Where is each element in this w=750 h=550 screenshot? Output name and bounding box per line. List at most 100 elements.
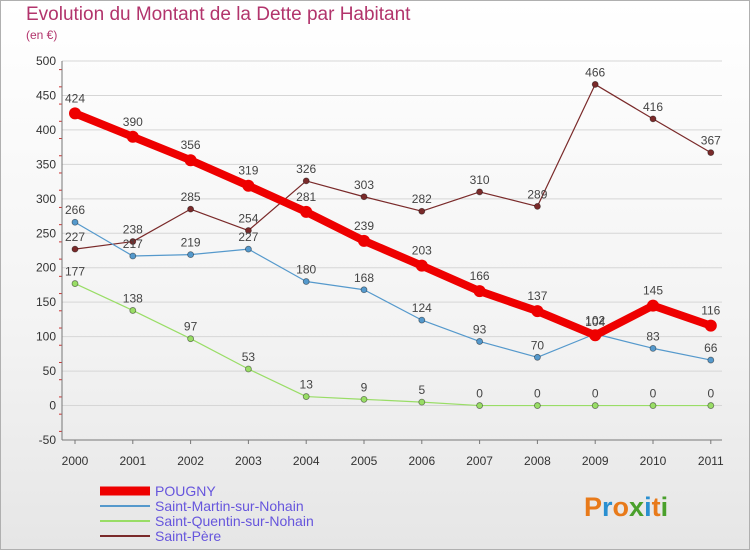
series-line xyxy=(71,109,715,340)
data-label: 282 xyxy=(412,192,432,206)
x-tick-label: 2010 xyxy=(640,454,667,468)
data-label: 53 xyxy=(242,350,256,364)
data-point xyxy=(418,398,426,406)
chart-subtitle: (en €) xyxy=(26,28,58,42)
data-point xyxy=(476,188,484,196)
data-label: 93 xyxy=(473,322,487,336)
x-tick-label: 2007 xyxy=(466,454,493,468)
data-label: 289 xyxy=(527,187,547,201)
x-tick-label: 2005 xyxy=(351,454,378,468)
legend-label: Saint-Martin-sur-Nohain xyxy=(155,498,304,514)
x-tick-label: 2003 xyxy=(235,454,262,468)
data-label: 219 xyxy=(181,236,201,250)
data-label: 416 xyxy=(643,100,663,114)
data-point xyxy=(184,154,197,167)
data-label: 238 xyxy=(123,223,143,237)
chart-title: Evolution du Montant de la Dette par Hab… xyxy=(26,4,411,25)
data-label: 102 xyxy=(585,313,605,327)
legend-label: Saint-Quentin-sur-Nohain xyxy=(155,513,314,529)
data-point xyxy=(69,107,81,120)
data-point xyxy=(473,285,486,298)
data-point xyxy=(649,344,657,352)
data-point xyxy=(244,227,252,234)
data-label: 227 xyxy=(238,230,258,244)
y-tick-label: 150 xyxy=(36,295,56,309)
data-point xyxy=(360,193,368,201)
data-label: 0 xyxy=(707,387,714,401)
data-point xyxy=(418,207,426,215)
y-tick-label: 250 xyxy=(36,226,56,240)
data-label: 266 xyxy=(65,203,85,217)
data-point xyxy=(302,177,310,185)
data-label: 0 xyxy=(592,387,599,401)
data-label: 466 xyxy=(585,65,605,79)
data-point xyxy=(360,395,368,403)
data-point xyxy=(649,402,657,409)
data-label: 70 xyxy=(531,338,545,352)
series-line xyxy=(74,282,712,407)
data-label: 203 xyxy=(412,244,432,258)
data-label: 83 xyxy=(646,329,660,343)
x-tick-label: 2001 xyxy=(119,454,146,468)
y-tick-label: 300 xyxy=(36,192,56,206)
data-point xyxy=(358,234,370,247)
data-label: 137 xyxy=(527,289,547,303)
proxiti-logo: Proxiti xyxy=(584,492,668,522)
data-point xyxy=(242,179,255,192)
x-tick-label: 2004 xyxy=(293,454,320,468)
legend-label: POUGNY xyxy=(155,483,216,499)
data-point xyxy=(707,356,715,364)
data-label: 310 xyxy=(470,173,490,187)
data-label: 254 xyxy=(238,212,258,226)
data-label: 239 xyxy=(354,219,374,233)
data-label: 66 xyxy=(704,341,718,355)
data-label: 285 xyxy=(181,190,201,204)
data-point xyxy=(71,218,79,226)
data-point xyxy=(704,319,717,332)
data-label: 281 xyxy=(296,190,316,204)
data-label: 319 xyxy=(238,164,258,178)
data-point xyxy=(187,205,195,213)
data-label: 166 xyxy=(470,269,490,283)
data-label: 227 xyxy=(65,230,85,244)
data-point xyxy=(647,299,659,312)
data-point xyxy=(531,305,544,318)
y-tick-label: 350 xyxy=(36,157,56,171)
legend-label: Saint-Père xyxy=(155,528,221,544)
data-point xyxy=(534,402,541,409)
data-label: 116 xyxy=(701,304,720,318)
x-tick-label: 2006 xyxy=(408,454,435,468)
data-point xyxy=(534,202,541,210)
data-label: 9 xyxy=(361,380,368,394)
data-label: 326 xyxy=(296,162,316,176)
data-point xyxy=(591,402,599,409)
data-point xyxy=(591,81,599,88)
y-tick-label: 200 xyxy=(36,261,56,275)
y-tick-label: 0 xyxy=(49,399,56,413)
data-label: 5 xyxy=(418,383,425,397)
data-point xyxy=(71,245,79,253)
data-label: 367 xyxy=(701,134,721,148)
x-tick-label: 2002 xyxy=(177,454,204,468)
data-point xyxy=(244,245,252,253)
data-point xyxy=(300,205,313,218)
data-point xyxy=(476,338,484,345)
y-tick-label: 50 xyxy=(43,364,57,378)
y-tick-label: 500 xyxy=(36,54,56,68)
data-label: 104 xyxy=(585,315,605,329)
data-label: 177 xyxy=(65,265,85,279)
data-label: 180 xyxy=(296,263,316,277)
data-label: 217 xyxy=(123,237,143,251)
data-label: 0 xyxy=(476,387,483,401)
data-point xyxy=(360,286,368,294)
data-point xyxy=(649,115,657,123)
data-point xyxy=(244,365,252,373)
data-label: 303 xyxy=(354,178,374,192)
data-label: 13 xyxy=(300,378,314,392)
data-label: 97 xyxy=(184,320,198,334)
data-point xyxy=(187,335,195,343)
data-point xyxy=(707,402,715,409)
data-point xyxy=(129,238,137,245)
